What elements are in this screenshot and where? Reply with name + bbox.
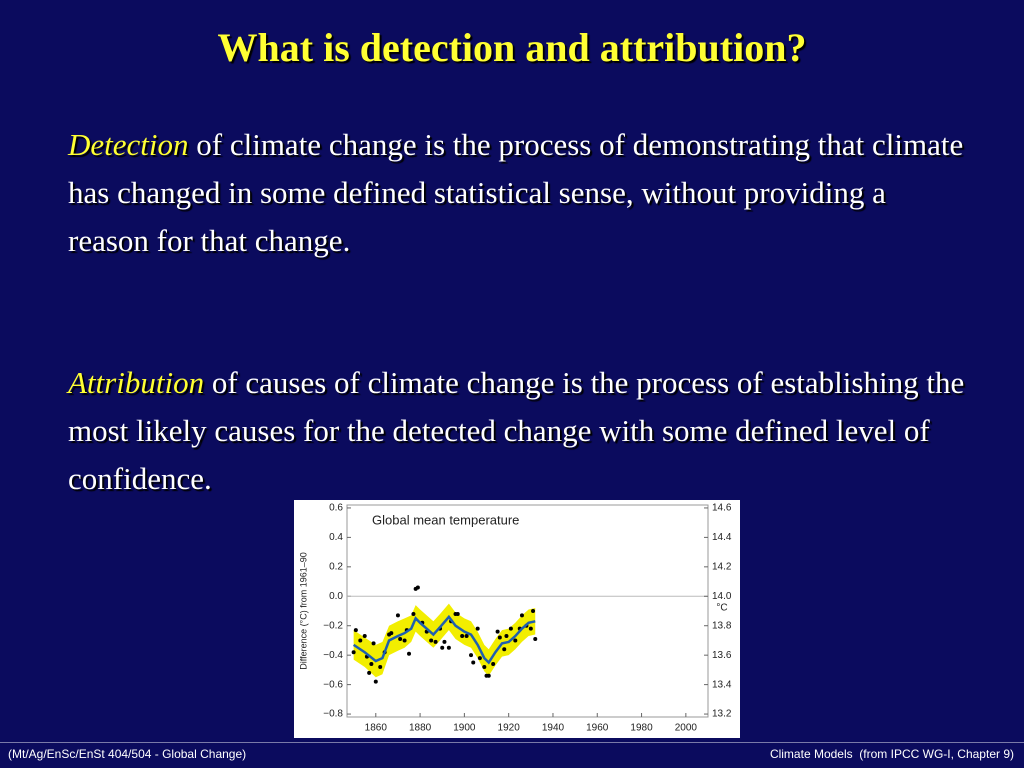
annual-point [528,626,533,631]
annual-point [415,585,420,590]
paragraph: Detection of climate change is the proce… [68,121,973,265]
annual-point [475,626,480,631]
annual-point [460,634,465,639]
annual-point [446,645,451,650]
y-tick-label: 0.4 [329,532,343,543]
y2-tick-label: 14.4 [712,532,732,543]
annual-point [353,628,358,633]
x-tick-label: 1880 [409,723,432,734]
y-axis-label: Difference (°C) from 1961–90 [298,552,308,670]
y-tick-label: −0.8 [323,709,343,720]
annual-point [407,651,412,656]
annual-point [502,647,507,652]
annual-point [519,613,524,618]
annual-point [429,638,434,643]
annual-point [440,645,445,650]
figure: Global mean temperature Difference (°C) … [294,500,740,738]
footer-right: Climate Models (from IPCC WG-I, Chapter … [769,747,1014,761]
annual-point [389,631,394,636]
figure-title: Global mean temperature [372,512,519,527]
annual-point [378,664,383,669]
plot-frame [346,504,709,718]
y2-axis-label: °C [716,603,727,614]
y2-tick-label: 14.0 [712,591,732,602]
annual-point [513,638,518,643]
y2-tick-label: 13.4 [712,679,732,690]
annual-point [464,634,469,639]
x-tick-label: 1940 [542,723,565,734]
slide-title: What is detection and attribution? [217,25,807,70]
x-tick-label: 1900 [453,723,476,734]
y2-tick-label: 14.6 [712,503,732,514]
x-tick-label: 1860 [365,723,388,734]
annual-point [504,634,509,639]
y-tick-label: 0.6 [329,503,343,514]
annual-point [358,638,363,643]
annual-point [362,634,367,639]
term: Detection [68,127,189,162]
footer-rule [0,742,1024,743]
annual-point [533,636,538,641]
y-tick-label: −0.4 [323,650,343,661]
x-tick-label: 2000 [675,723,698,734]
annual-point [469,653,474,658]
annual-point [373,679,378,684]
annual-point [471,660,476,665]
y-tick-label: 0.0 [329,591,343,602]
x-tick-label: 1960 [586,723,609,734]
y2-tick-label: 13.6 [712,650,732,661]
y-tick-label: −0.2 [323,620,343,631]
annual-point [531,609,536,613]
y2-tick-label: 13.2 [712,709,732,720]
definition: of causes of climate change is the proce… [68,365,965,496]
annual-point [402,638,407,643]
footer-left: (Mt/Ag/EnSc/EnSt 404/504 - Global Change… [8,747,247,761]
x-tick-label: 1920 [498,723,521,734]
annual-point [351,650,356,655]
annual-point [486,673,491,678]
annual-point [411,611,416,616]
annual-point [371,641,376,646]
annual-point [369,662,374,666]
smoothed-line [352,614,536,665]
annual-point [491,662,496,666]
y-tick-label: −0.6 [323,679,343,690]
y2-tick-label: 14.2 [712,561,732,572]
annual-point [455,611,460,616]
x-tick-label: 1980 [630,723,653,734]
annual-point [508,626,513,631]
annual-point [395,613,400,618]
annual-point [482,664,487,669]
annual-point [495,629,500,634]
figure-background [294,500,740,738]
term: Attribution [68,365,205,400]
annual-point [367,670,372,675]
paragraph: Attribution of causes of climate change … [68,359,973,503]
annual-point [477,656,482,661]
y2-tick-label: 13.8 [712,620,732,631]
y-tick-label: 0.2 [329,561,343,572]
annual-point [398,636,403,641]
annual-point [442,639,447,644]
annual-point [433,639,438,644]
definition: of climate change is the process of demo… [68,127,964,258]
annual-point [497,635,502,640]
